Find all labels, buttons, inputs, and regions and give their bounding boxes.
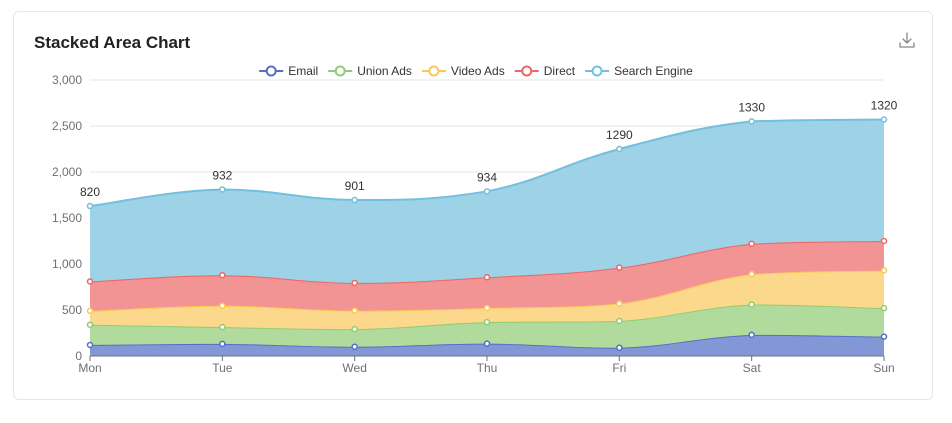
data-point <box>351 279 358 287</box>
data-point <box>616 145 623 153</box>
x-tick-label: Wed <box>342 361 366 375</box>
data-point <box>616 300 623 307</box>
download-icon <box>899 32 915 48</box>
legend-circle-icon <box>428 65 440 77</box>
data-point <box>351 343 358 350</box>
data-point <box>748 240 755 248</box>
area-union-ads <box>90 304 884 348</box>
legend-circle-icon <box>591 65 603 77</box>
data-point <box>748 118 755 125</box>
data-point <box>351 325 358 333</box>
data-point <box>86 307 94 315</box>
legend: Email Union Ads Video Ads Direct Search Engi… <box>259 64 693 78</box>
legend-circle-icon <box>265 65 277 77</box>
legend-label: Direct <box>544 64 576 78</box>
data-point <box>219 271 226 279</box>
legend-label: Email <box>288 64 318 78</box>
axes: 0 500 1,000 1,500 2,000 2,500 3,000 Mon Tue Wed Th… <box>52 73 895 375</box>
legend-label: Search Engine <box>614 64 693 78</box>
x-tick-label: Sun <box>873 361 894 375</box>
legend-label: Video Ads <box>451 64 505 78</box>
data-label: 820 <box>80 185 100 199</box>
legend-circle-icon <box>521 65 533 77</box>
y-tick-label: 2,000 <box>52 165 82 179</box>
legend-item-search-engine[interactable]: Search Engine <box>585 64 693 78</box>
data-point <box>748 270 755 278</box>
y-tick-label: 0 <box>75 349 82 363</box>
y-tick-label: 1,500 <box>52 211 82 225</box>
data-label: 1290 <box>606 128 633 142</box>
y-tick-label: 500 <box>62 303 82 317</box>
data-point <box>86 321 94 328</box>
legend-item-union-ads[interactable]: Union Ads <box>328 64 412 78</box>
legend-item-email[interactable]: Email <box>259 64 318 78</box>
x-tick-label: Sat <box>743 361 762 375</box>
points <box>86 116 888 351</box>
chart-title: Stacked Area Chart <box>34 33 191 52</box>
x-tick-label: Thu <box>477 361 498 375</box>
data-point <box>880 116 888 123</box>
data-point <box>219 186 226 193</box>
data-point <box>86 202 94 210</box>
data-point <box>483 273 491 281</box>
data-label: 901 <box>345 179 365 193</box>
legend-item-direct[interactable]: Direct <box>514 64 576 78</box>
data-point <box>86 278 94 285</box>
data-point <box>616 317 623 325</box>
data-point <box>748 331 755 339</box>
data-point <box>748 301 755 308</box>
data-point <box>880 333 888 340</box>
data-point <box>616 264 623 271</box>
x-tick-label: Fri <box>612 361 626 375</box>
legend-circle-icon <box>334 65 346 77</box>
x-tick-label: Mon <box>78 361 101 375</box>
data-point <box>880 267 888 274</box>
y-tick-label: 1,000 <box>52 257 82 271</box>
legend-item-video-ads[interactable]: Video Ads <box>421 64 505 78</box>
data-label: 932 <box>212 168 232 182</box>
download-button[interactable] <box>896 30 918 52</box>
area-video-ads <box>90 270 884 330</box>
data-point <box>219 323 226 331</box>
x-tick-label: Tue <box>212 361 233 375</box>
data-point <box>483 304 491 312</box>
data-point <box>351 307 358 314</box>
y-tick-label: 2,500 <box>52 119 82 133</box>
data-point <box>219 340 226 348</box>
data-point <box>616 344 623 351</box>
data-point <box>880 304 888 312</box>
data-label: 934 <box>477 170 497 184</box>
data-label: 1320 <box>871 99 898 113</box>
data-point <box>483 188 491 195</box>
data-point <box>880 237 888 245</box>
legend-label: Union Ads <box>357 64 412 78</box>
data-label: 1330 <box>738 100 765 114</box>
data-point <box>351 196 358 204</box>
data-point <box>483 340 491 347</box>
area-search-engine <box>90 119 884 283</box>
data-point <box>86 341 94 349</box>
y-tick-label: 3,000 <box>52 73 82 87</box>
data-labels: 820 932 901 934 1290 1330 1320 <box>80 99 898 199</box>
data-point <box>219 302 226 310</box>
data-point <box>483 318 491 326</box>
area-direct <box>90 241 884 311</box>
